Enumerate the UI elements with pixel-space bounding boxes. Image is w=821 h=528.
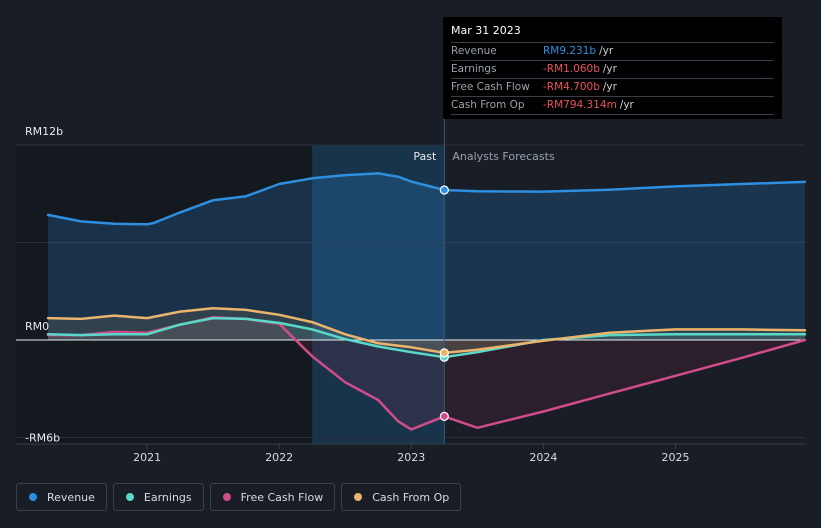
tooltip: Mar 31 2023 Revenue RM9.231b /yr Earning… bbox=[443, 17, 782, 119]
legend-label: Free Cash Flow bbox=[240, 490, 324, 504]
past-label: Past bbox=[413, 150, 437, 163]
highlight-band bbox=[312, 145, 445, 444]
area-free-cash-flow bbox=[48, 317, 805, 430]
forecast-label: Analysts Forecasts bbox=[452, 150, 555, 163]
legend-label: Cash From Op bbox=[372, 490, 450, 504]
tooltip-row-revenue: Revenue RM9.231b /yr bbox=[451, 43, 774, 61]
legend-label: Earnings bbox=[143, 490, 192, 504]
legend-dot-icon bbox=[222, 493, 231, 501]
tooltip-unit: /yr bbox=[602, 81, 617, 93]
legend-dot-icon bbox=[354, 493, 363, 501]
y-label-top: RM12b bbox=[25, 125, 63, 138]
tooltip-value: -RM4.700b bbox=[543, 81, 600, 93]
tooltip-value: RM9.231b bbox=[543, 45, 597, 57]
tooltip-label: Cash From Op bbox=[451, 99, 525, 111]
x-tick-label: 2023 bbox=[397, 451, 425, 464]
x-tick-label: 2024 bbox=[529, 451, 557, 464]
legend-item-revenue[interactable]: Revenue bbox=[16, 483, 107, 511]
marker-free-cash-flow bbox=[439, 411, 449, 421]
legend-item-earnings[interactable]: Earnings bbox=[112, 483, 204, 511]
tooltip-unit: /yr bbox=[599, 45, 614, 57]
legend-label: Revenue bbox=[47, 490, 95, 504]
tooltip-unit: /yr bbox=[602, 63, 617, 75]
marker-cash-from-op bbox=[439, 348, 449, 358]
x-tick-label: 2022 bbox=[265, 451, 293, 464]
tooltip-date: Mar 31 2023 bbox=[451, 23, 774, 43]
line-earnings bbox=[46, 316, 807, 359]
tooltip-row-cash-from-op: Cash From Op -RM794.314m /yr bbox=[451, 97, 774, 115]
tooltip-label: Free Cash Flow bbox=[451, 81, 530, 93]
legend-dot-icon bbox=[125, 493, 134, 501]
area-earnings bbox=[48, 318, 805, 358]
tooltip-value: -RM794.314m bbox=[543, 99, 617, 111]
tooltip-row-free-cash-flow: Free Cash Flow -RM4.700b /yr bbox=[451, 79, 774, 97]
legend-item-free-cash-flow[interactable]: Free Cash Flow bbox=[209, 483, 336, 511]
x-tick-label: 2025 bbox=[662, 451, 690, 464]
marker-revenue bbox=[439, 185, 449, 195]
tooltip-unit: /yr bbox=[619, 99, 634, 111]
legend-dot-icon bbox=[29, 493, 37, 501]
x-tick-label: 2021 bbox=[133, 451, 161, 464]
legend-item-cash-from-op[interactable]: Cash From Op bbox=[341, 483, 462, 511]
tooltip-label: Earnings bbox=[451, 63, 497, 75]
legend: Revenue Earnings Free Cash Flow Cash Fro… bbox=[16, 483, 462, 511]
line-cash-from-op bbox=[46, 307, 807, 355]
area-revenue bbox=[48, 173, 805, 340]
tooltip-label: Revenue bbox=[451, 45, 497, 57]
y-label-bottom: -RM6b bbox=[25, 432, 60, 445]
line-revenue bbox=[46, 172, 807, 226]
y-label-zero: RM0 bbox=[25, 320, 49, 333]
tooltip-row-earnings: Earnings -RM1.060b /yr bbox=[451, 61, 774, 79]
tooltip-value: -RM1.060b bbox=[543, 63, 600, 75]
